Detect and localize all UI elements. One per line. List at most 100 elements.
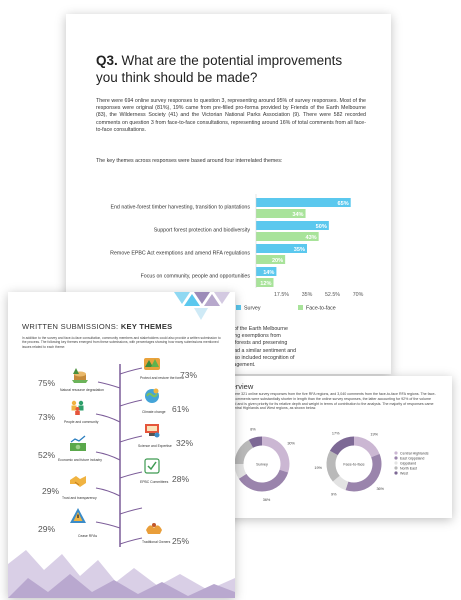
theme-label: EPBC Committees xyxy=(140,480,169,484)
theme-label: Natural resource degradation xyxy=(60,388,104,392)
donut-segment xyxy=(248,436,263,448)
page-decoration xyxy=(8,292,235,598)
theme-label: Trust and transparency xyxy=(62,496,97,500)
donut-segment xyxy=(329,436,355,456)
theme-pct: 32% xyxy=(176,438,194,448)
theme-pct: 73% xyxy=(180,370,198,380)
bar-value-label: 65% xyxy=(338,201,349,207)
warning-icon xyxy=(70,508,86,523)
theme-pct: 25% xyxy=(172,536,190,546)
category-label: Support forest protection and biodiversi… xyxy=(154,228,251,234)
people-icon xyxy=(71,400,84,415)
theme-pct: 29% xyxy=(38,524,56,534)
donut-segment xyxy=(345,453,382,492)
theme-label: Economic and future industry xyxy=(58,458,102,462)
donut-pct-label: 9% xyxy=(331,492,337,496)
bar-value-label: 34% xyxy=(292,212,303,218)
bar-value-label: 35% xyxy=(294,247,305,253)
bar-face-to-face xyxy=(256,232,319,241)
donut-segment xyxy=(261,436,290,473)
x-tick-label: 35% xyxy=(302,292,313,298)
x-tick-label: 17.5% xyxy=(274,292,289,298)
overview-title: Overview xyxy=(222,382,254,391)
donut-segment xyxy=(326,450,340,482)
theme-pct: 52% xyxy=(38,450,56,460)
bar-value-label: 50% xyxy=(316,224,327,230)
category-label: End native-forest timber harvesting, tra… xyxy=(110,205,250,211)
q3-paragraph-line: change impacts. VNPA had a similar senti… xyxy=(176,347,297,354)
x-tick-label: 52.5% xyxy=(325,292,340,298)
overview-donut-charts: 30%36%9%17%8%Survey19%36%9%19%17%Face-to… xyxy=(225,428,429,503)
donut-segment xyxy=(234,439,254,465)
donut-segment xyxy=(353,436,380,458)
legend-dot xyxy=(394,456,398,460)
title-bold: KEY THEMES xyxy=(120,322,173,331)
bar-face-to-face xyxy=(256,278,274,287)
bar-value-label: 14% xyxy=(263,270,274,276)
q3-paragraph-2: The key themes across responses were bas… xyxy=(96,158,283,164)
committee-icon xyxy=(144,458,160,474)
legend-dot xyxy=(394,471,398,475)
theme-pct: 29% xyxy=(42,486,60,496)
bar-value-label: 20% xyxy=(272,258,283,264)
science-icon xyxy=(145,424,160,438)
bar-survey xyxy=(256,244,307,253)
overview-text: There were 321 online survey responses f… xyxy=(222,392,436,411)
theme-label: Traditional Owners xyxy=(142,540,171,544)
legend-label: North East xyxy=(400,466,417,470)
written-submissions-page: WRITTEN SUBMISSIONS: KEY THEMES In addit… xyxy=(8,292,235,598)
legend-dot xyxy=(394,466,398,470)
q3-paragraph-line: ation based only. They also included rec… xyxy=(176,354,295,361)
donut-center-label: Face-to-face xyxy=(343,463,364,467)
q3-heading: Q3. What are the potential improvements … xyxy=(96,52,366,86)
theme-pct: 75% xyxy=(38,378,56,388)
category-label: Remove EPBC Act exemptions and amend RFA… xyxy=(110,251,250,257)
donut-pct-label: 8% xyxy=(250,428,256,432)
bar-value-label: 12% xyxy=(260,281,271,287)
legend-label: Central Highlands xyxy=(400,451,429,455)
forest-icon xyxy=(144,358,160,370)
legend-swatch xyxy=(236,305,241,310)
theme-icons xyxy=(70,358,162,534)
legend-swatch xyxy=(298,305,303,310)
legend-label: Gippsland xyxy=(400,461,416,465)
donut-pct-label: 19% xyxy=(314,466,322,470)
theme-label: Climate change xyxy=(142,410,166,414)
donut-pct-label: 36% xyxy=(376,487,384,491)
money-icon xyxy=(70,435,86,451)
bar-survey xyxy=(256,267,277,276)
hands-icon xyxy=(146,523,162,534)
q3-bar-chart: End native-forest timber harvesting, tra… xyxy=(110,194,364,312)
theme-pct: 61% xyxy=(172,404,190,414)
legend-label: East Gippsland xyxy=(400,456,424,460)
q3-number: Q3. xyxy=(96,53,118,68)
theme-pct: 28% xyxy=(172,474,190,484)
legend-label: Face-to-face xyxy=(306,306,336,312)
tree-stump-icon xyxy=(72,368,88,383)
theme-label: People and community xyxy=(64,420,99,424)
bar-survey xyxy=(256,221,329,230)
legend-dot xyxy=(394,451,398,455)
donut-pct-label: 19% xyxy=(370,433,378,437)
q3-paragraph-1: There were 694 online survey responses t… xyxy=(96,98,366,133)
theme-label: Protect and restore the forest xyxy=(140,376,184,380)
bar-face-to-face xyxy=(256,255,286,264)
donut-center-label: Survey xyxy=(256,463,268,467)
bottom-mountains-decoration xyxy=(8,550,235,598)
handshake-icon xyxy=(70,476,86,487)
overview-page: Overview There were 321 online survey re… xyxy=(200,376,452,518)
x-tick-label: 70% xyxy=(353,292,364,298)
donut-segment xyxy=(238,469,289,492)
legend-dot xyxy=(394,461,398,465)
donut-segment xyxy=(234,463,247,479)
climate-icon xyxy=(145,388,159,403)
bar-value-label: 43% xyxy=(305,235,316,241)
written-submissions-intro: In addition to the survey and face-to-fa… xyxy=(22,336,221,349)
theme-label: Science and Expertise xyxy=(138,444,172,448)
donut-pct-label: 36% xyxy=(263,498,271,502)
written-submissions-title: WRITTEN SUBMISSIONS: KEY THEMES xyxy=(22,322,172,331)
theme-pct: 73% xyxy=(38,412,56,422)
bar-face-to-face xyxy=(256,209,306,218)
triangle-logo-icon xyxy=(174,292,230,320)
q3-question: What are the potential improvements you … xyxy=(96,53,343,85)
